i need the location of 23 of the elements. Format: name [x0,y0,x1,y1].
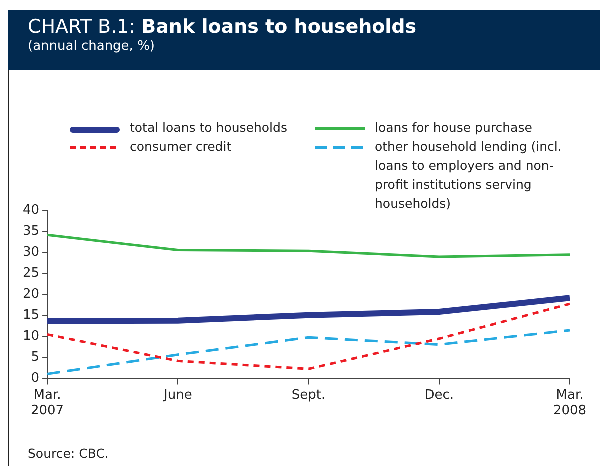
x-tick-label: Mar. 2008 [553,388,587,419]
legend-label: loans for house purchase [375,119,532,137]
legend-label: other household lending (incl. loans to employers and non-profit institutions serving households) [375,138,563,213]
x-tick-label: Dec. [424,388,454,403]
x-tick-label: Sept. [292,388,326,403]
source-note: Source: CBC. [28,446,109,461]
y-tick-label: 30 [22,245,40,260]
x-tick-label: Mar. 2007 [30,388,64,419]
line-series [46,329,572,376]
y-tick-label: 25 [22,266,40,282]
chart-title: CHART B.1: Bank loans to households [28,16,418,38]
y-tick-label: 0 [31,371,40,386]
legend-label: consumer credit [130,138,232,156]
y-tick-label: 10 [22,329,40,344]
line-series [46,302,572,370]
y-tick-label: 15 [22,308,40,324]
y-tick-label: 5 [31,350,40,366]
legend-label: total loans to households [130,119,288,137]
y-tick-label: 40 [22,203,40,218]
chart-subtitle: (annual change, %) [28,39,156,54]
x-tick-label: June [163,388,192,403]
y-tick-label: 35 [22,224,40,240]
y-tick-label: 20 [22,287,40,302]
